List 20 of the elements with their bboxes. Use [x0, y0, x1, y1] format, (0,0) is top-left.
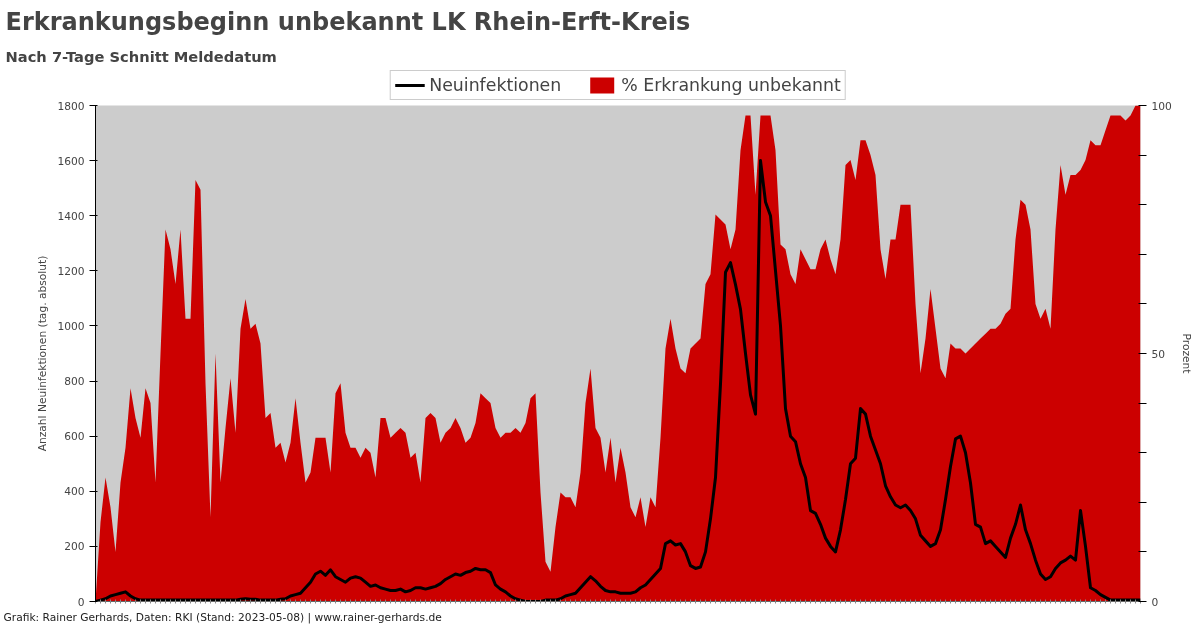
chart-title: Erkrankungsbeginn unbekannt LK Rhein-Erft-Kreis: [5, 7, 691, 36]
y-tick-label: 600: [64, 430, 85, 444]
legend-label: Neuinfektionen: [429, 75, 562, 95]
y2-axis-title: Prozent: [1179, 333, 1193, 374]
y-tick-label: 1400: [57, 209, 85, 223]
legend-label: % Erkrankung unbekannt: [621, 75, 841, 95]
chart-subtitle: Nach 7-Tage Schnitt Meldedatum: [5, 47, 277, 65]
y-axis-title: Anzahl Neuinfektionen (tag. absolut): [36, 255, 50, 452]
y-tick-label: 0: [77, 595, 85, 609]
y-tick-label: 800: [64, 375, 85, 389]
y-tick-label: 1800: [57, 99, 85, 113]
y2-tick-label: 50: [1151, 347, 1166, 361]
y-tick-label: 1600: [57, 154, 85, 168]
y-tick-label: 1200: [57, 264, 85, 278]
text: Grafik: Rainer Gerhards, Daten: RKI (Stand: 2023-05-08) | www.rainer-gerhards.de: [3, 610, 442, 624]
y-tick-label: 200: [64, 540, 85, 554]
y2-tick-label: 100: [1151, 99, 1173, 113]
y-tick-label: 1000: [57, 319, 85, 333]
y2-tick-label: 0: [1151, 595, 1159, 609]
y-tick-label: 400: [64, 485, 85, 499]
